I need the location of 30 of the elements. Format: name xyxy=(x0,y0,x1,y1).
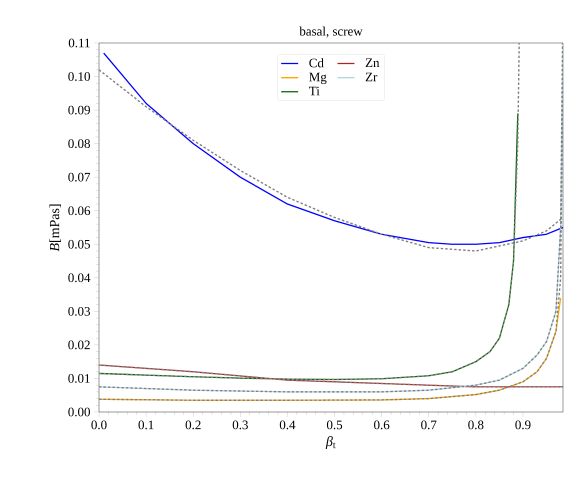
legend-label: Mg xyxy=(309,72,327,84)
y-tick-label: 0.10 xyxy=(68,72,90,81)
legend-label: Cd xyxy=(309,58,324,68)
x-tick-label: 0.1 xyxy=(138,420,154,430)
x-tick-label: 0.4 xyxy=(280,420,296,430)
y-tick-label: 0.05 xyxy=(68,240,90,249)
legend-label: Zn xyxy=(366,58,380,67)
y-tick-label: 0.08 xyxy=(68,139,90,148)
y-tick-label: 0.02 xyxy=(68,340,90,350)
y-axis-title: B[mPas] xyxy=(49,204,61,252)
legend-label: Zr xyxy=(366,72,378,82)
chart-title: basal, screw xyxy=(299,26,363,38)
x-axis-title: β$_{t}$ xyxy=(326,436,336,449)
x-tick-label: 0.8 xyxy=(468,420,484,430)
y-tick-label: 0.06 xyxy=(68,206,90,216)
y-tick-label: 0.09 xyxy=(68,106,90,114)
y-tick-label: 0.01 xyxy=(68,374,90,383)
x-tick-label: 0.5 xyxy=(326,420,342,430)
x-tick-label: 0.3 xyxy=(232,420,248,430)
y-tick-label: 0.07 xyxy=(68,172,90,182)
y-tick-label: 0.04 xyxy=(68,273,90,282)
x-tick-label: 0.2 xyxy=(186,420,201,430)
y-tick-label: 0.11 xyxy=(68,38,90,48)
x-tick-label: 0.9 xyxy=(515,420,531,430)
x-tick-label: 0.7 xyxy=(421,420,436,430)
y-tick-label: 0.00 xyxy=(68,408,90,416)
legend-label: Ti xyxy=(309,86,320,96)
x-tick-label: 0.0 xyxy=(91,420,107,430)
y-tick-label: 0.03 xyxy=(68,306,90,316)
x-tick-label: 0.6 xyxy=(374,420,390,430)
